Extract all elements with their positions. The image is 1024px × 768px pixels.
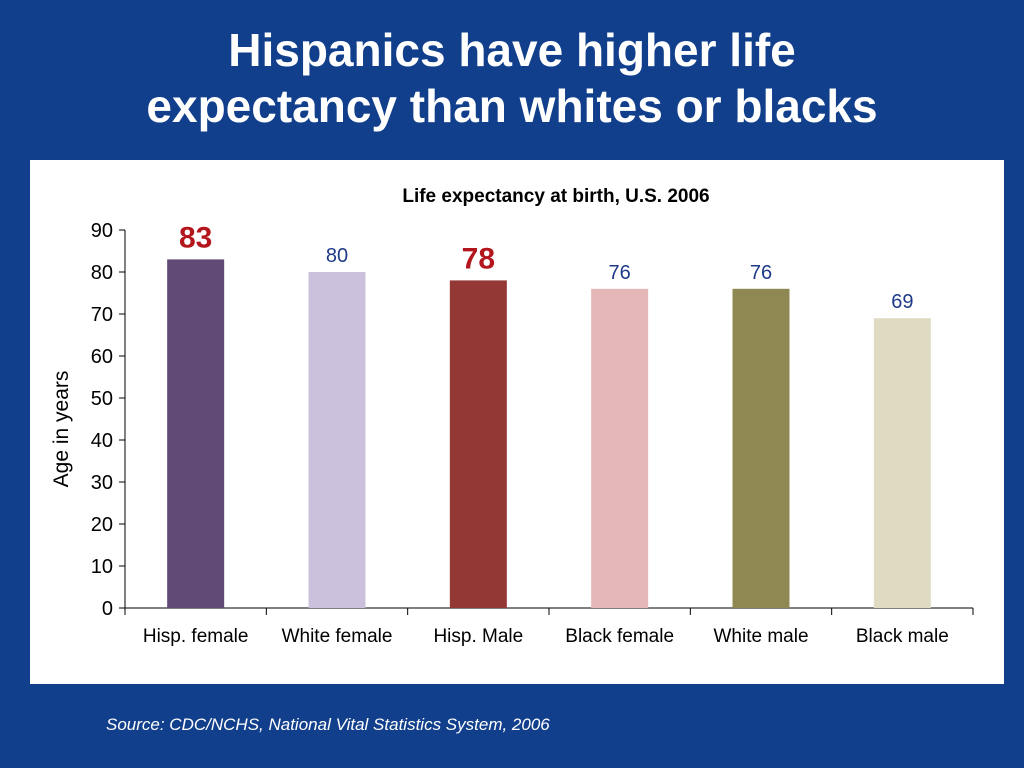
chart-title: Life expectancy at birth, U.S. 2006 — [402, 186, 709, 207]
plot-area: 0 10 20 30 40 50 60 70 80 90 83 Hisp. female 80 White… — [91, 220, 974, 647]
y-tick-label: 70 — [91, 304, 113, 326]
y-tick-label: 10 — [91, 556, 113, 578]
bar-white-male — [732, 288, 790, 608]
x-tick-label: Black female — [565, 626, 674, 647]
y-tick-label: 90 — [91, 220, 113, 242]
slide-title-line-2: expectancy than whites or blacks — [146, 80, 878, 132]
slide-title: Hispanics have higher life expectancy th… — [0, 22, 1024, 134]
data-label: 69 — [891, 291, 913, 313]
x-tick-label: Hisp. Male — [433, 626, 523, 647]
bar-hisp-male — [449, 280, 507, 608]
data-label: 76 — [750, 262, 772, 284]
x-tick-label: White male — [713, 626, 808, 647]
y-tick-label: 50 — [91, 388, 113, 410]
source-note: Source: CDC/NCHS, National Vital Statist… — [106, 715, 550, 734]
y-tick-label: 80 — [91, 262, 113, 284]
y-axis-label: Age in years — [50, 371, 73, 488]
data-label: 78 — [462, 242, 495, 275]
chart-panel: Life expectancy at birth, U.S. 2006 Age … — [30, 160, 1004, 684]
y-tick-label: 60 — [91, 346, 113, 368]
bar-hisp-female — [167, 259, 225, 608]
x-tick-label: Hisp. female — [143, 626, 249, 647]
x-tick-label: White female — [282, 626, 393, 647]
bar-white-female — [308, 272, 366, 608]
y-tick-label: 0 — [102, 598, 113, 620]
slide-title-line-1: Hispanics have higher life — [228, 24, 796, 76]
y-tick-label: 30 — [91, 472, 113, 494]
y-tick-label: 20 — [91, 514, 113, 536]
data-label: 76 — [609, 262, 631, 284]
data-label: 83 — [179, 221, 212, 254]
bar-chart: Life expectancy at birth, U.S. 2006 Age … — [50, 186, 974, 647]
bar-black-male — [873, 318, 931, 608]
x-tick-label: Black male — [856, 626, 949, 647]
y-tick-label: 40 — [91, 430, 113, 452]
bar-black-female — [591, 288, 649, 608]
data-label: 80 — [326, 245, 348, 267]
